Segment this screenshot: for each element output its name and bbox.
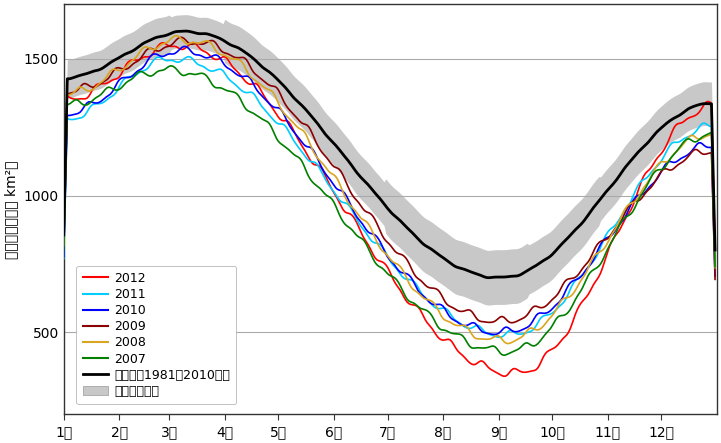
Y-axis label: 海氷域面積（万 km²）: 海氷域面積（万 km²） bbox=[4, 160, 18, 259]
Legend: 2012, 2011, 2010, 2009, 2008, 2007, 平年値（1981～2010年）, 平年並の範囲: 2012, 2011, 2010, 2009, 2008, 2007, 平年値（… bbox=[76, 266, 236, 404]
